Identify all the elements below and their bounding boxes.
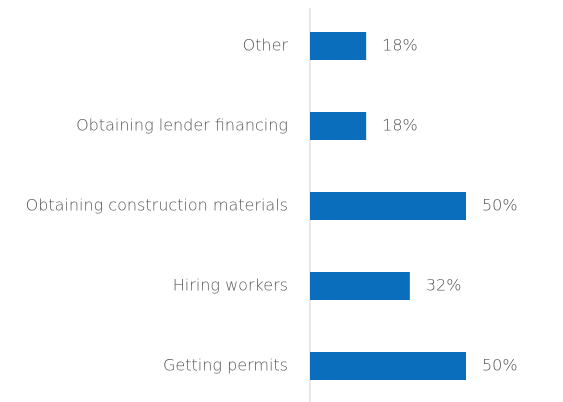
bar [310, 112, 367, 140]
category-label: Getting permits [163, 356, 288, 375]
bar [310, 192, 466, 220]
category-label: Other [243, 36, 289, 55]
category-label: Hiring workers [173, 276, 288, 295]
value-label: 32% [426, 276, 462, 295]
value-label: 50% [482, 196, 518, 215]
value-label: 18% [382, 116, 418, 135]
bar [310, 32, 367, 60]
category-label: Obtaining construction materials [26, 196, 288, 215]
value-label: 18% [382, 36, 418, 55]
bar [310, 272, 410, 300]
bar [310, 352, 466, 380]
category-label: Obtaining lender financing [76, 116, 288, 135]
value-label: 50% [482, 356, 518, 375]
